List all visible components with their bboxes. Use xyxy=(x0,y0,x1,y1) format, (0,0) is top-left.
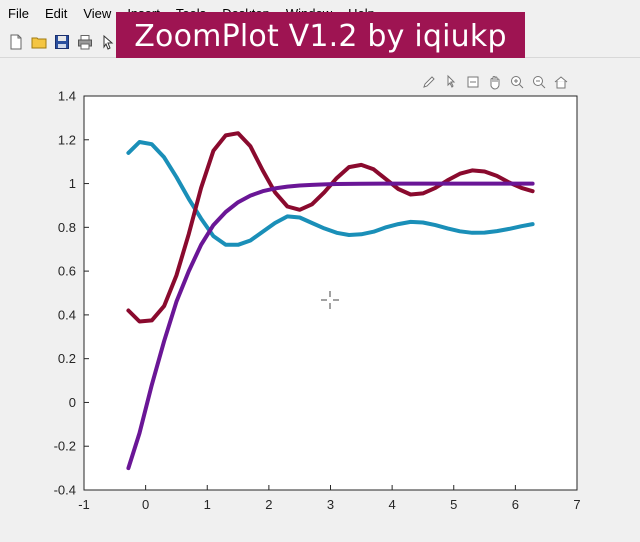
menu-view[interactable]: View xyxy=(83,6,112,21)
y-tick-label: 1.2 xyxy=(58,132,76,147)
open-folder-icon[interactable] xyxy=(29,33,48,52)
y-tick-label: -0.4 xyxy=(54,483,76,498)
new-file-icon[interactable] xyxy=(6,33,25,52)
x-tick-label: 5 xyxy=(450,497,457,512)
home-icon[interactable] xyxy=(551,73,570,92)
axes-toolbar xyxy=(419,72,570,92)
brush-icon[interactable] xyxy=(419,73,438,92)
menu-edit[interactable]: Edit xyxy=(44,6,68,21)
x-tick-label: 3 xyxy=(327,497,334,512)
x-tick-label: 6 xyxy=(512,497,519,512)
x-tick-label: 0 xyxy=(142,497,149,512)
y-tick-label: 0.2 xyxy=(58,351,76,366)
pan-icon[interactable] xyxy=(485,73,504,92)
save-icon[interactable] xyxy=(52,33,71,52)
arrow-icon[interactable] xyxy=(98,33,117,52)
print-icon[interactable] xyxy=(75,33,94,52)
y-tick-label: 0.8 xyxy=(58,220,76,235)
y-tick-label: 0 xyxy=(69,395,76,410)
x-tick-label: 2 xyxy=(265,497,272,512)
banner-title: ZoomPlot V1.2 by iqiukp xyxy=(116,12,525,62)
zoom-out-icon[interactable] xyxy=(529,73,548,92)
x-tick-label: -1 xyxy=(78,497,90,512)
x-tick-label: 1 xyxy=(204,497,211,512)
data-cursor-icon[interactable] xyxy=(441,73,460,92)
series-group xyxy=(126,131,535,471)
zoom-in-icon[interactable] xyxy=(507,73,526,92)
y-tick-label: 1.4 xyxy=(58,89,76,104)
rotate-icon[interactable] xyxy=(463,73,482,92)
y-tick-label: 1 xyxy=(69,176,76,191)
axis-ticks: -1 0 1 2 3 4 5 6 7 -0.4 -0.2 0 0.2 0.4 0.6 0.8 1 1.2 1.4 xyxy=(54,89,581,513)
x-tick-label: 7 xyxy=(573,497,580,512)
crosshair-cursor xyxy=(321,291,339,309)
y-tick-label: 0.4 xyxy=(58,307,76,322)
x-tick-label: 4 xyxy=(389,497,396,512)
menu-file[interactable]: File xyxy=(8,6,29,21)
y-tick-label: 0.6 xyxy=(58,264,76,279)
series-line-3[interactable] xyxy=(126,181,535,471)
y-tick-label: -0.2 xyxy=(54,439,76,454)
